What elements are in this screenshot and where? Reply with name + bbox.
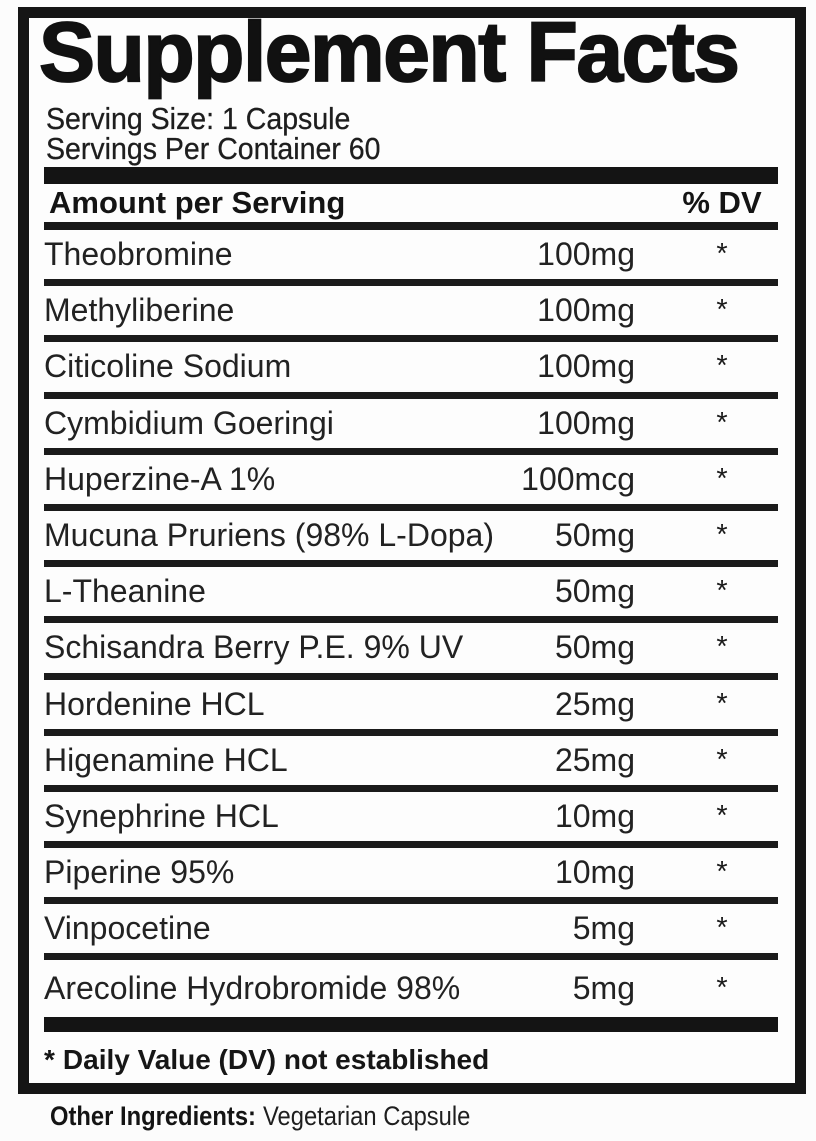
ingredient-name: Citicoline Sodium <box>44 348 292 385</box>
other-ingredients: Other Ingredients: Vegetarian Capsule <box>50 1100 470 1132</box>
ingredient-name: Vinpocetine <box>44 910 211 947</box>
ingredient-amount: 100mcg <box>521 460 635 497</box>
ingredient-dv-asterisk: * <box>716 856 728 889</box>
ingredient-row: Schisandra Berry P.E. 9% UV 50mg * <box>44 623 778 680</box>
ingredient-row: Hordenine HCL 25mg * <box>44 680 778 736</box>
ingredient-dv-asterisk: * <box>716 575 728 608</box>
ingredient-name: Arecoline Hydrobromide 98% <box>44 970 461 1007</box>
table-header: Amount per Serving % DV <box>44 184 778 222</box>
ingredient-dv-asterisk: * <box>716 294 728 327</box>
ingredient-dv-asterisk: * <box>716 350 728 383</box>
ingredient-amount: 100mg <box>537 292 635 329</box>
thick-divider-bottom <box>44 1017 778 1032</box>
thick-divider-top <box>44 167 778 184</box>
other-ingredients-value: Vegetarian Capsule <box>262 1101 471 1131</box>
ingredient-dv-asterisk: * <box>716 972 728 1005</box>
ingredient-row: Mucuna Pruriens (98% L-Dopa) 50mg * <box>44 511 778 568</box>
ingredient-row: Higenamine HCL 25mg * <box>44 736 778 792</box>
ingredient-name: Piperine 95% <box>44 854 235 891</box>
ingredient-amount: 10mg <box>554 797 635 834</box>
column-header-amount-per-serving: Amount per Serving <box>49 185 346 220</box>
ingredient-row: Citicoline Sodium 100mg * <box>44 342 778 399</box>
ingredient-table: Theobromine 100mg * Methyliberine 100mg … <box>44 230 778 1017</box>
ingredient-row: Methyliberine 100mg * <box>44 286 778 343</box>
ingredient-dv-asterisk: * <box>716 462 728 495</box>
ingredient-row: Synephrine HCL 10mg * <box>44 792 778 849</box>
ingredient-dv-asterisk: * <box>716 743 728 776</box>
serving-size: Serving Size: 1 Capsule <box>46 101 351 136</box>
ingredient-amount: 10mg <box>554 854 635 891</box>
ingredient-amount: 100mg <box>537 348 635 385</box>
ingredient-name: Theobromine <box>44 236 233 273</box>
ingredient-row: Arecoline Hydrobromide 98% 5mg * <box>44 960 778 1016</box>
ingredient-dv-asterisk: * <box>716 799 728 832</box>
ingredient-name: Huperzine-A 1% <box>44 460 276 497</box>
ingredient-name: Schisandra Berry P.E. 9% UV <box>44 629 464 666</box>
ingredient-amount: 100mg <box>537 236 635 273</box>
ingredient-name: Cymbidium Goeringi <box>44 404 334 441</box>
ingredient-row: L-Theanine 50mg * <box>44 567 778 624</box>
ingredient-row: Cymbidium Goeringi 100mg * <box>44 399 778 455</box>
dv-footnote: * Daily Value (DV) not established <box>44 1044 489 1076</box>
ingredient-amount: 25mg <box>554 741 635 778</box>
ingredient-name: Higenamine HCL <box>44 741 288 778</box>
ingredient-row: Vinpocetine 5mg * <box>44 904 778 961</box>
ingredient-amount: 50mg <box>554 629 635 666</box>
ingredient-amount: 50mg <box>554 517 635 554</box>
ingredient-amount: 5mg <box>572 970 635 1007</box>
ingredient-row: Piperine 95% 10mg * <box>44 848 778 905</box>
ingredient-dv-asterisk: * <box>716 687 728 720</box>
ingredient-dv-asterisk: * <box>716 238 728 271</box>
ingredient-dv-asterisk: * <box>716 406 728 439</box>
ingredient-amount: 25mg <box>554 685 635 722</box>
ingredient-dv-asterisk: * <box>716 631 728 664</box>
ingredient-name: Synephrine HCL <box>44 797 279 834</box>
ingredient-row: Theobromine 100mg * <box>44 230 778 287</box>
ingredient-name: Methyliberine <box>44 292 235 329</box>
supplement-facts-panel: Supplement Facts Serving Size: 1 Capsule… <box>18 7 806 1094</box>
footnote-asterisk: * <box>44 1044 55 1075</box>
panel-title: Supplement Facts <box>38 5 741 99</box>
ingredient-name: Mucuna Pruriens (98% L-Dopa) <box>44 517 494 554</box>
other-ingredients-label: Other Ingredients: <box>50 1101 256 1131</box>
ingredient-amount: 50mg <box>554 573 635 610</box>
ingredient-row: Huperzine-A 1% 100mcg * <box>44 455 778 511</box>
footnote-text: Daily Value (DV) not established <box>62 1044 490 1075</box>
ingredient-dv-asterisk: * <box>716 912 728 945</box>
column-header-percent-dv: % DV <box>682 185 762 220</box>
ingredient-dv-asterisk: * <box>716 519 728 552</box>
ingredient-name: Hordenine HCL <box>44 685 265 722</box>
header-divider <box>44 222 778 230</box>
ingredient-amount: 5mg <box>572 910 635 947</box>
servings-per-container: Servings Per Container 60 <box>46 131 381 166</box>
ingredient-name: L-Theanine <box>44 573 206 610</box>
ingredient-amount: 100mg <box>537 404 635 441</box>
